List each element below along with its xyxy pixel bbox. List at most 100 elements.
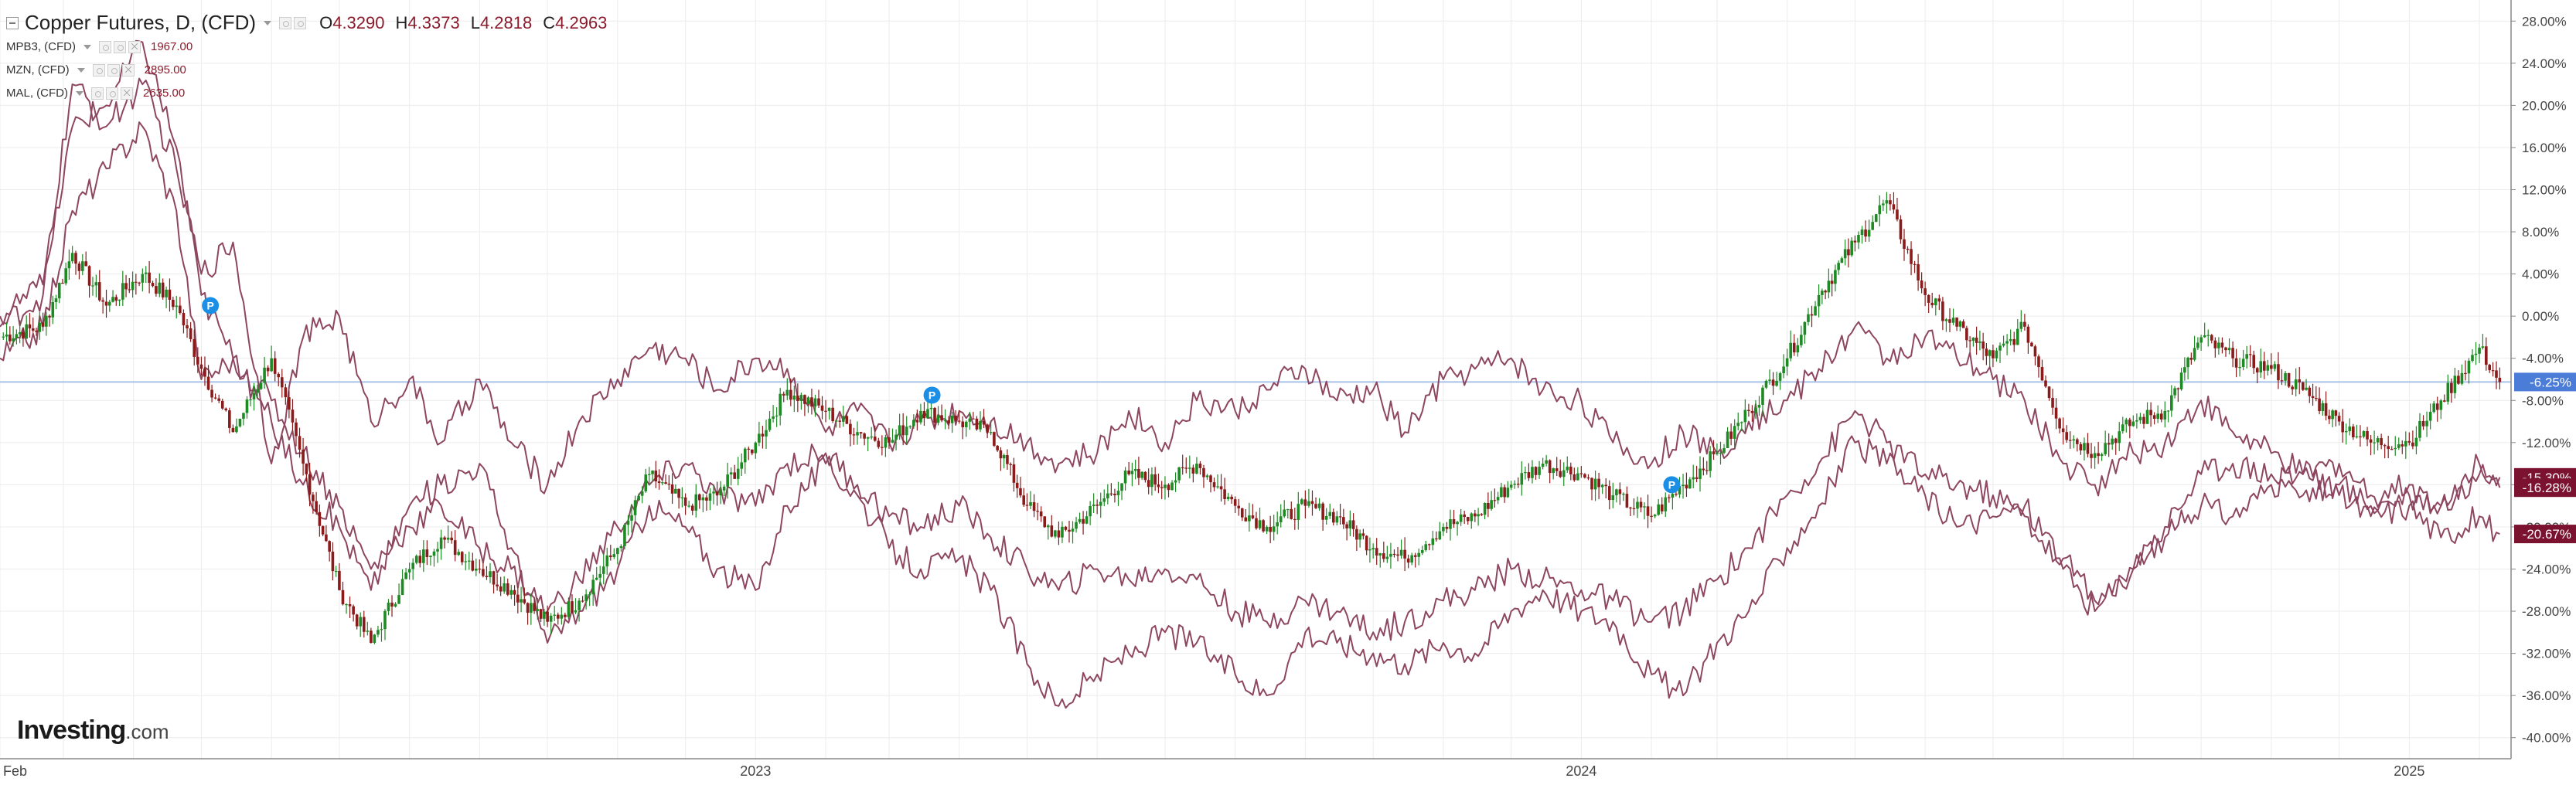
candle-down — [325, 534, 328, 542]
candle-up — [549, 615, 553, 622]
candle-down — [803, 395, 806, 404]
candle-up — [432, 551, 436, 556]
candle-down — [1452, 518, 1456, 525]
candle-up — [1800, 335, 1803, 345]
candle-up — [1177, 467, 1181, 481]
visibility-icon[interactable] — [114, 40, 126, 53]
candle-down — [986, 424, 989, 433]
candle-down — [654, 471, 658, 482]
candle-down — [425, 549, 429, 557]
candle-down — [2058, 418, 2061, 429]
candle-down — [291, 409, 295, 423]
candle-up — [1754, 407, 1757, 413]
candle-down — [2079, 443, 2083, 450]
candle-down — [1095, 505, 1099, 506]
candle-up — [560, 614, 564, 619]
candle-up — [141, 274, 145, 283]
candle-up — [536, 609, 540, 611]
settings-icon[interactable] — [279, 16, 292, 29]
candle-down — [2047, 386, 2051, 399]
candle-up — [1300, 499, 1303, 505]
candle-down — [155, 286, 158, 294]
candle-up — [2083, 443, 2086, 450]
candle-down — [2301, 382, 2305, 390]
candle-up — [1490, 500, 1493, 509]
candle-down — [1747, 409, 1750, 411]
candle-down — [2411, 442, 2414, 447]
candle-down — [1729, 431, 1733, 439]
candle-up — [1496, 497, 1500, 501]
candle-up — [2166, 410, 2170, 412]
candle-up — [1116, 491, 1120, 495]
candle-up — [1716, 453, 1719, 454]
visibility-icon[interactable] — [106, 87, 118, 100]
candle-up — [891, 440, 894, 443]
visibility-icon[interactable] — [294, 16, 307, 29]
candle-up — [1216, 486, 1219, 488]
chevron-down-icon[interactable] — [264, 20, 272, 25]
candle-up — [2273, 364, 2277, 369]
candle-down — [2061, 428, 2065, 433]
candle-up — [1174, 480, 1177, 483]
settings-icon[interactable] — [91, 87, 104, 100]
candle-down — [74, 253, 77, 264]
candle-up — [1636, 501, 1639, 509]
candle-up — [2474, 353, 2478, 355]
candle-up — [1643, 506, 1646, 508]
settings-icon[interactable] — [92, 63, 105, 76]
candle-up — [1371, 548, 1375, 550]
chevron-down-icon[interactable] — [76, 90, 83, 96]
candle-down — [1181, 467, 1184, 469]
candle-up — [1002, 455, 1006, 459]
candle-up — [2414, 437, 2418, 447]
candle-up — [67, 261, 71, 269]
close-icon[interactable] — [121, 63, 135, 76]
candle-up — [1562, 470, 1566, 477]
close-icon[interactable] — [121, 87, 133, 100]
close-icon[interactable] — [128, 40, 141, 53]
candle-up — [38, 322, 42, 332]
candle-up — [1944, 319, 1948, 321]
candle-down — [1573, 474, 1576, 481]
candle-down — [1853, 240, 1857, 243]
candle-down — [1064, 526, 1068, 530]
candle-down — [341, 590, 345, 605]
candle-down — [999, 450, 1003, 459]
candle-down — [1493, 500, 1497, 501]
chevron-down-icon[interactable] — [83, 44, 91, 49]
visibility-icon[interactable] — [107, 63, 120, 76]
low-label: L — [470, 12, 480, 32]
candle-down — [1269, 526, 1272, 532]
event-marker-layer: P P P — [202, 297, 1681, 494]
candle-down — [482, 569, 485, 576]
candle-up — [1671, 494, 1675, 498]
candle-down — [2298, 379, 2302, 382]
collapse-icon[interactable] — [6, 16, 19, 29]
overlay-value: 1967.00 — [151, 40, 193, 53]
candle-up — [1775, 380, 1778, 386]
candle-up — [397, 595, 400, 604]
candle-down — [331, 551, 335, 572]
candle-up — [754, 442, 758, 454]
candle-up — [2460, 372, 2464, 384]
candle-up — [1768, 379, 1771, 381]
candle-down — [1632, 508, 1636, 509]
y-tick-label: -28.00% — [2522, 604, 2571, 619]
candle-up — [107, 301, 111, 306]
candle-up — [270, 358, 273, 372]
candle-up — [637, 495, 640, 501]
candle-up — [2446, 382, 2450, 402]
settings-icon[interactable] — [99, 40, 111, 53]
candle-down — [733, 472, 736, 479]
candle-up — [726, 474, 729, 487]
candle-down — [982, 420, 986, 425]
candle-up — [1951, 318, 1955, 323]
candle-down — [1202, 467, 1205, 477]
candle-up — [1078, 518, 1082, 522]
candle-down — [2308, 387, 2312, 396]
chevron-down-icon[interactable] — [77, 67, 85, 73]
candle-up — [464, 561, 468, 562]
candle-down — [2114, 438, 2118, 443]
